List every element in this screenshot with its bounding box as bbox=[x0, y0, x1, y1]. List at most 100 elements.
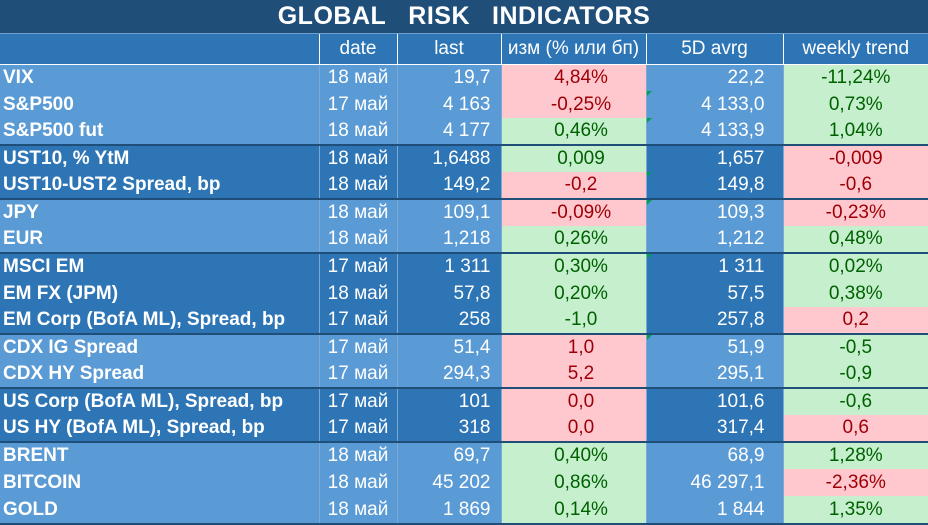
indicator-trend[interactable]: -0,009 bbox=[783, 144, 928, 172]
indicator-date[interactable]: 18 май bbox=[319, 172, 398, 199]
indicator-date[interactable]: 18 май bbox=[319, 118, 398, 145]
indicator-last[interactable]: 1,218 bbox=[397, 226, 502, 253]
indicator-trend[interactable]: -0,5 bbox=[783, 333, 928, 361]
indicator-name[interactable]: VIX bbox=[0, 64, 320, 91]
indicator-last[interactable]: 57,8 bbox=[397, 280, 502, 307]
indicator-name[interactable]: BRENT bbox=[0, 441, 320, 469]
indicator-last[interactable]: 149,2 bbox=[397, 172, 502, 199]
indicator-change[interactable]: 0,40% bbox=[501, 441, 647, 469]
indicator-trend[interactable]: 0,02% bbox=[783, 252, 928, 280]
indicator-last[interactable]: 1 869 bbox=[397, 496, 502, 523]
indicator-last[interactable]: 51,4 bbox=[397, 333, 502, 361]
indicator-last[interactable]: 69,7 bbox=[397, 441, 502, 469]
indicator-name[interactable]: US Corp (BofA ML), Spread, bp bbox=[0, 387, 320, 415]
indicator-trend[interactable]: 1,28% bbox=[783, 441, 928, 469]
indicator-name[interactable]: EM FX (JPM) bbox=[0, 280, 320, 307]
indicator-trend[interactable]: 0,73% bbox=[783, 91, 928, 118]
indicator-trend[interactable]: 0,48% bbox=[783, 226, 928, 253]
indicator-change[interactable]: 0,46% bbox=[501, 118, 647, 145]
indicator-change[interactable]: 0,14% bbox=[501, 496, 647, 523]
indicator-change[interactable]: 0,30% bbox=[501, 252, 647, 280]
indicator-change[interactable]: 5,2 bbox=[501, 361, 647, 388]
indicator-trend[interactable]: -0,9 bbox=[783, 361, 928, 388]
indicator-date[interactable]: 18 май bbox=[319, 280, 398, 307]
indicator-trend[interactable]: 0,6 bbox=[783, 415, 928, 442]
indicator-avg5d[interactable]: 46 297,1 bbox=[646, 469, 784, 496]
indicator-avg5d[interactable]: 51,9 bbox=[646, 333, 784, 361]
indicator-avg5d[interactable]: 4 133,0 bbox=[646, 91, 784, 118]
indicator-name[interactable]: UST10-UST2 Spread, bp bbox=[0, 172, 320, 199]
indicator-avg5d[interactable]: 1 311 bbox=[646, 252, 784, 280]
indicator-name[interactable]: S&P500 bbox=[0, 91, 320, 118]
indicator-change[interactable]: -0,2 bbox=[501, 172, 647, 199]
indicator-change[interactable]: -1,0 bbox=[501, 307, 647, 334]
indicator-date[interactable]: 17 май bbox=[319, 252, 398, 280]
indicator-name[interactable]: EM Corp (BofA ML), Spread, bp bbox=[0, 307, 320, 334]
indicator-trend[interactable]: -0,6 bbox=[783, 172, 928, 199]
indicator-change[interactable]: 0,86% bbox=[501, 469, 647, 496]
indicator-date[interactable]: 17 май bbox=[319, 415, 398, 442]
indicator-name[interactable]: BITCOIN bbox=[0, 469, 320, 496]
header-name[interactable] bbox=[0, 34, 320, 65]
indicator-name[interactable]: CDX IG Spread bbox=[0, 333, 320, 361]
indicator-trend[interactable]: 1,04% bbox=[783, 118, 928, 145]
indicator-date[interactable]: 17 май bbox=[319, 333, 398, 361]
indicator-date[interactable]: 18 май bbox=[319, 144, 398, 172]
indicator-avg5d[interactable]: 57,5 bbox=[646, 280, 784, 307]
indicator-trend[interactable]: 0,38% bbox=[783, 280, 928, 307]
indicator-avg5d[interactable]: 68,9 bbox=[646, 441, 784, 469]
indicator-name[interactable]: JPY bbox=[0, 198, 320, 226]
indicator-change[interactable]: 0,20% bbox=[501, 280, 647, 307]
indicator-trend[interactable]: -0,6 bbox=[783, 387, 928, 415]
indicator-last[interactable]: 101 bbox=[397, 387, 502, 415]
indicator-date[interactable]: 18 май bbox=[319, 226, 398, 253]
header-trend[interactable]: weekly trend bbox=[783, 34, 928, 65]
indicator-trend[interactable]: -2,36% bbox=[783, 469, 928, 496]
indicator-date[interactable]: 17 май bbox=[319, 361, 398, 388]
indicator-avg5d[interactable]: 4 133,9 bbox=[646, 118, 784, 145]
header-last[interactable]: last bbox=[397, 34, 502, 65]
indicator-change[interactable]: 0,26% bbox=[501, 226, 647, 253]
indicator-date[interactable]: 18 май bbox=[319, 469, 398, 496]
indicator-avg5d[interactable]: 317,4 bbox=[646, 415, 784, 442]
indicator-trend[interactable]: 0,2 bbox=[783, 307, 928, 334]
indicator-date[interactable]: 18 май bbox=[319, 198, 398, 226]
indicator-change[interactable]: 0,009 bbox=[501, 144, 647, 172]
indicator-last[interactable]: 109,1 bbox=[397, 198, 502, 226]
indicator-name[interactable]: S&P500 fut bbox=[0, 118, 320, 145]
indicator-trend[interactable]: -0,23% bbox=[783, 198, 928, 226]
indicator-last[interactable]: 45 202 bbox=[397, 469, 502, 496]
indicator-date[interactable]: 17 май bbox=[319, 307, 398, 334]
indicator-date[interactable]: 18 май bbox=[319, 64, 398, 91]
indicator-change[interactable]: -0,09% bbox=[501, 198, 647, 226]
indicator-name[interactable]: UST10, % YtM bbox=[0, 144, 320, 172]
indicator-avg5d[interactable]: 109,3 bbox=[646, 198, 784, 226]
indicator-avg5d[interactable]: 149,8 bbox=[646, 172, 784, 199]
indicator-change[interactable]: 1,0 bbox=[501, 333, 647, 361]
indicator-date[interactable]: 18 май bbox=[319, 496, 398, 523]
indicator-trend[interactable]: 1,35% bbox=[783, 496, 928, 523]
indicator-last[interactable]: 294,3 bbox=[397, 361, 502, 388]
header-date[interactable]: date bbox=[319, 34, 398, 65]
indicator-last[interactable]: 19,7 bbox=[397, 64, 502, 91]
indicator-name[interactable]: GOLD bbox=[0, 496, 320, 523]
indicator-name[interactable]: US HY (BofA ML), Spread, bp bbox=[0, 415, 320, 442]
indicator-name[interactable]: MSCI EM bbox=[0, 252, 320, 280]
indicator-avg5d[interactable]: 22,2 bbox=[646, 64, 784, 91]
indicator-avg5d[interactable]: 1,212 bbox=[646, 226, 784, 253]
indicator-avg5d[interactable]: 1,657 bbox=[646, 144, 784, 172]
indicator-avg5d[interactable]: 1 844 bbox=[646, 496, 784, 523]
indicator-last[interactable]: 258 bbox=[397, 307, 502, 334]
indicator-last[interactable]: 318 bbox=[397, 415, 502, 442]
indicator-avg5d[interactable]: 257,8 bbox=[646, 307, 784, 334]
indicator-change[interactable]: 4,84% bbox=[501, 64, 647, 91]
indicator-avg5d[interactable]: 101,6 bbox=[646, 387, 784, 415]
indicator-name[interactable]: CDX HY Spread bbox=[0, 361, 320, 388]
indicator-change[interactable]: -0,25% bbox=[501, 91, 647, 118]
indicator-date[interactable]: 18 май bbox=[319, 441, 398, 469]
indicator-last[interactable]: 1,6488 bbox=[397, 144, 502, 172]
indicator-change[interactable]: 0,0 bbox=[501, 415, 647, 442]
indicator-change[interactable]: 0,0 bbox=[501, 387, 647, 415]
indicator-last[interactable]: 4 163 bbox=[397, 91, 502, 118]
indicator-date[interactable]: 17 май bbox=[319, 91, 398, 118]
